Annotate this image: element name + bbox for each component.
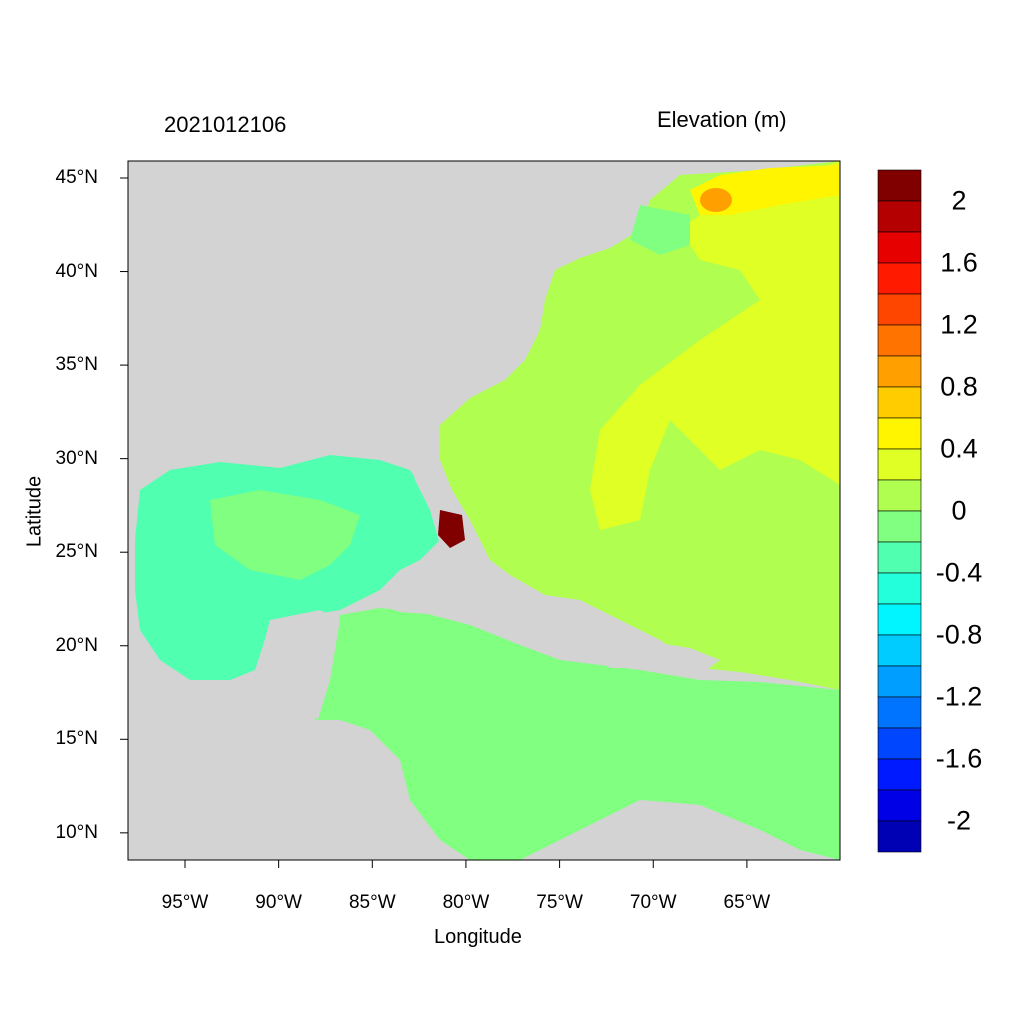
colorbar-swatch — [877, 789, 922, 822]
positive-anomaly-region — [590, 161, 840, 530]
colorbar-label: 1.6 — [940, 247, 978, 278]
x-tick-label: 75°W — [536, 892, 583, 913]
colorbar-swatch — [877, 665, 922, 698]
gulf-interior — [210, 490, 360, 580]
x-tick-label: 65°W — [723, 892, 771, 913]
colorbar-label: 0.8 — [940, 371, 978, 402]
colorbar-swatch — [877, 479, 922, 512]
colorbar-swatch — [877, 386, 922, 419]
colorbar-swatch — [877, 324, 922, 357]
florida-surge — [438, 510, 465, 548]
anomaly-peak — [700, 188, 732, 212]
colorbar — [877, 169, 922, 853]
y-tick-label: 25°N — [55, 541, 98, 563]
map-panel — [128, 161, 840, 860]
colorbar-swatch — [877, 634, 922, 667]
colorbar-label: 2 — [951, 185, 967, 216]
y-tick-label: 35°N — [55, 354, 98, 376]
colorbar-swatch — [877, 262, 922, 295]
date-label: 2021012106 — [164, 112, 287, 137]
colorbar-label: -1.2 — [935, 681, 983, 712]
colorbar-swatch — [877, 603, 922, 636]
colorbar-title: Elevation (m) — [657, 107, 787, 132]
colorbar-label: -0.4 — [935, 557, 983, 588]
colorbar-label: 0 — [951, 495, 967, 526]
south-america — [520, 800, 840, 860]
colorbar-swatch — [877, 293, 922, 326]
colorbar-label: -0.8 — [935, 619, 983, 650]
colorbar-swatch — [877, 758, 922, 791]
y-tick-label: 10°N — [55, 821, 98, 843]
y-tick-label: 15°N — [55, 728, 98, 750]
x-tick-label: 85°W — [348, 892, 396, 913]
cuba — [380, 590, 560, 640]
axis-ticks — [120, 177, 748, 868]
caribbean-sea — [315, 608, 840, 860]
plot-frame — [127, 160, 841, 861]
y-tick-label: 40°N — [55, 260, 98, 282]
colorbar-swatch — [877, 200, 922, 233]
colorbar-swatch — [877, 355, 922, 388]
y-tick-label: 20°N — [55, 634, 98, 656]
colorbar-label: 1.2 — [940, 309, 978, 340]
colorbar-swatch — [877, 541, 922, 574]
colorbar-swatch — [877, 169, 922, 202]
colorbar-swatch — [877, 572, 922, 605]
y-tick-label: 30°N — [55, 447, 98, 469]
colorbar-swatch — [877, 510, 922, 543]
colorbar-label: 0.4 — [940, 433, 978, 464]
x-tick-label: 70°W — [629, 892, 677, 913]
colorbar-label: -1.6 — [935, 743, 983, 774]
colorbar-swatch — [877, 448, 922, 481]
x-tick-label: 90°W — [255, 892, 302, 913]
x-tick-label: 80°W — [442, 892, 490, 913]
y-tick-label: 45°N — [55, 167, 98, 188]
colorbar-swatch — [877, 820, 922, 853]
nearshore-zone — [630, 205, 690, 255]
colorbar-swatch — [877, 417, 922, 450]
x-tick-label: 95°W — [161, 892, 209, 913]
y-axis-label: Latitude — [23, 475, 46, 548]
hispaniola — [590, 640, 720, 675]
yucatan — [262, 610, 340, 720]
colorbar-swatch — [877, 231, 922, 264]
colorbar-label: -2 — [946, 805, 971, 836]
colorbar-swatch — [877, 727, 922, 760]
x-axis-label: Longitude — [434, 926, 522, 948]
colorbar-swatch — [877, 696, 922, 729]
